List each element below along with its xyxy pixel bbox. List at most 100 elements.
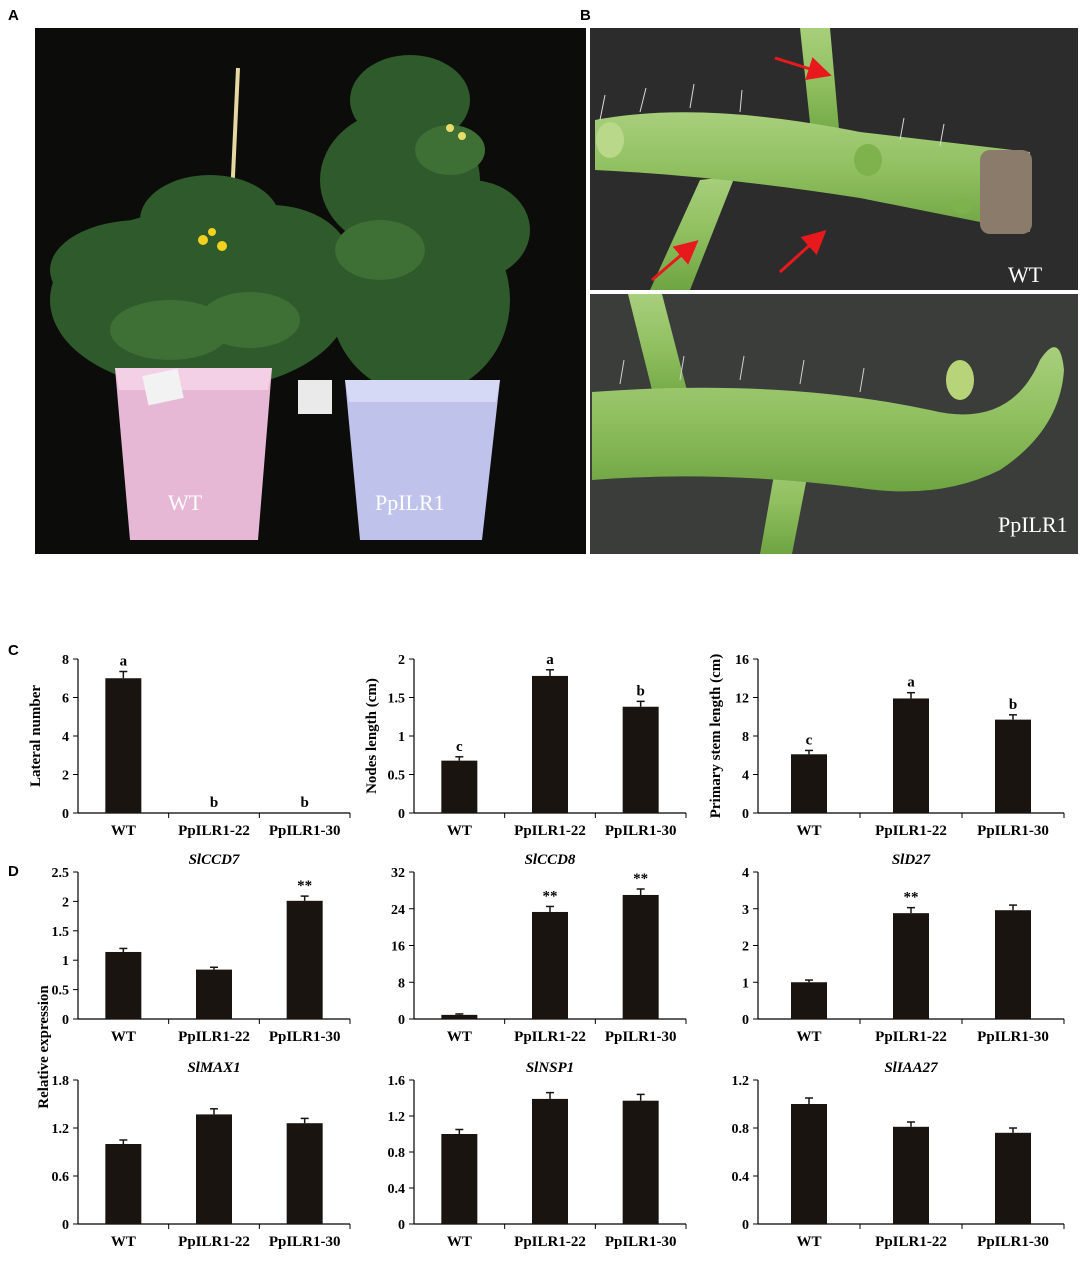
x-tick-label: PpILR1-22 xyxy=(514,1029,586,1045)
x-tick-label: PpILR1-30 xyxy=(977,1234,1049,1250)
significance-label: c xyxy=(806,732,813,748)
chart-5: 0 8 16 24 32 WT PpILR1-22 ** PpILR1-30 ** SlCCD8 xyxy=(391,852,687,1045)
photo-a-label-wt: WT xyxy=(168,490,203,515)
significance-label: b xyxy=(210,795,218,811)
y-tick-label: 2 xyxy=(62,769,69,784)
bar xyxy=(286,900,323,1019)
significance-label: a xyxy=(120,654,128,670)
y-tick-label: 0.4 xyxy=(732,1170,750,1185)
y-tick-label: 8 xyxy=(398,976,405,991)
bar xyxy=(622,894,659,1019)
y-tick-label: 1.5 xyxy=(388,692,406,707)
y-tick-label: 24 xyxy=(391,903,405,918)
x-tick-label: PpILR1-22 xyxy=(514,823,586,839)
bar xyxy=(441,1134,478,1224)
x-tick-label: PpILR1-30 xyxy=(269,823,341,839)
chart-title: SlCCD8 xyxy=(525,852,576,868)
y-tick-label: 1.2 xyxy=(732,1074,750,1089)
bar xyxy=(791,982,827,1019)
y-tick-label: 0 xyxy=(398,1218,405,1233)
y-tick-label: 0 xyxy=(62,1013,69,1028)
bar xyxy=(105,1144,142,1224)
y-tick-label: 0.4 xyxy=(388,1182,406,1197)
y-tick-label: 1.5 xyxy=(52,925,70,940)
photo-a-plants: WT PpILR1 xyxy=(35,28,586,554)
x-tick-label: PpILR1-22 xyxy=(875,823,947,839)
bar xyxy=(532,1098,568,1224)
panel-label-b: B xyxy=(580,7,591,24)
y-tick-label: 4 xyxy=(62,730,69,745)
y-tick-label: 2 xyxy=(398,653,405,668)
y-tick-label: 3 xyxy=(742,903,749,918)
significance-label: a xyxy=(546,652,554,668)
y-tick-label: 16 xyxy=(735,653,749,668)
y-tick-label: 0 xyxy=(742,807,749,822)
x-tick-label: WT xyxy=(111,823,136,839)
y-tick-label: 8 xyxy=(742,730,749,745)
y-tick-label: 1 xyxy=(62,954,69,969)
chart-4: 0 0.5 1 1.5 2 2.5 WT PpILR1-22 PpILR1-30 ** SlCCD7 xyxy=(52,852,351,1045)
x-tick-label: PpILR1-30 xyxy=(977,823,1049,839)
bar xyxy=(532,675,568,813)
x-tick-label: PpILR1-22 xyxy=(178,1029,250,1045)
y-tick-label: 2 xyxy=(62,895,69,910)
photo-a-label-ppilr1: PpILR1 xyxy=(375,490,445,515)
bar xyxy=(196,1114,232,1224)
bar xyxy=(105,678,142,813)
bar xyxy=(441,760,478,813)
y-tick-label: 8 xyxy=(62,653,69,668)
panel-label-a: A xyxy=(8,7,19,24)
x-tick-label: WT xyxy=(447,823,472,839)
chart-1: 0 2 4 6 8 WT a PpILR1-22 b PpILR1-30 b Lateral numb… xyxy=(28,653,351,839)
x-tick-label: PpILR1-30 xyxy=(269,1234,341,1250)
x-tick-label: WT xyxy=(447,1234,472,1250)
significance-label: ** xyxy=(633,871,648,887)
y-tick-label: 1 xyxy=(742,976,749,991)
chart-title: SlNSP1 xyxy=(526,1060,574,1076)
chart-7: 0 0.6 1.2 1.8 WT PpILR1-22 PpILR1-30 SlMAX1 xyxy=(52,1060,351,1250)
y-tick-label: 16 xyxy=(391,940,405,955)
chart-8: 0 0.4 0.8 1.2 1.6 WT PpILR1-22 PpILR1-30 SlNSP1 xyxy=(388,1060,687,1250)
y-tick-label: 2 xyxy=(742,940,749,955)
x-tick-label: PpILR1-30 xyxy=(605,1234,677,1250)
bar xyxy=(893,913,929,1019)
chart-2: 0 0.5 1 1.5 2 WT c PpILR1-22 a PpILR1-30 b Nodes le… xyxy=(364,652,687,839)
y-tick-label: 0 xyxy=(62,1218,69,1233)
y-tick-label: 0.8 xyxy=(388,1146,406,1161)
shared-ylabel: Relative expression xyxy=(36,985,52,1109)
x-tick-label: WT xyxy=(111,1234,136,1250)
arrow-lateral-3 xyxy=(778,229,827,274)
bar xyxy=(622,1100,659,1224)
x-tick-label: PpILR1-22 xyxy=(875,1029,947,1045)
photo-b-label-ppilr1: PpILR1 xyxy=(998,512,1068,537)
y-tick-label: 0 xyxy=(398,1013,405,1028)
significance-label: ** xyxy=(904,890,919,906)
y-tick-label: 6 xyxy=(62,692,69,707)
bar xyxy=(995,1132,1031,1224)
y-tick-label: 1.2 xyxy=(52,1122,70,1137)
y-axis-label: Nodes length (cm) xyxy=(364,678,380,794)
significance-label: b xyxy=(636,683,644,699)
chart-title: SlCCD7 xyxy=(189,852,240,868)
chart-title: SlD27 xyxy=(892,852,931,868)
bar xyxy=(995,719,1031,813)
x-tick-label: WT xyxy=(447,1029,472,1045)
bar xyxy=(622,706,659,813)
chart-6: 0 1 2 3 4 WT PpILR1-22 ** PpILR1-30 SlD27 xyxy=(742,852,1065,1045)
x-tick-label: PpILR1-22 xyxy=(514,1234,586,1250)
y-axis-label: Primary stem length (cm) xyxy=(708,654,724,819)
y-tick-label: 4 xyxy=(742,866,749,881)
y-tick-label: 0.5 xyxy=(388,769,406,784)
bar xyxy=(791,754,827,813)
bar xyxy=(791,1104,827,1224)
y-tick-label: 0 xyxy=(742,1013,749,1028)
x-tick-label: WT xyxy=(796,1234,821,1250)
significance-label: b xyxy=(1009,697,1017,713)
y-tick-label: 1 xyxy=(398,730,405,745)
bar xyxy=(532,911,568,1019)
y-tick-label: 0 xyxy=(742,1218,749,1233)
chart-title: SlIAA27 xyxy=(884,1060,938,1076)
x-tick-label: WT xyxy=(796,1029,821,1045)
y-tick-label: 2.5 xyxy=(52,866,70,881)
